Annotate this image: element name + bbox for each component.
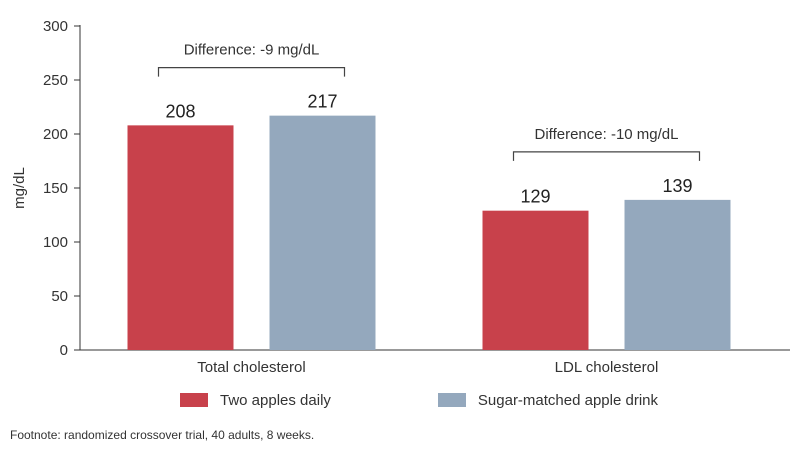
footnote: Footnote: randomized crossover trial, 40… [10, 428, 315, 442]
legend-label-two-apples: Two apples daily [220, 391, 331, 409]
y-tick-label-300: 300 [43, 18, 68, 35]
bar-value-label-1-1: 139 [662, 176, 692, 196]
bar-value-label-1-0: 129 [520, 187, 550, 207]
bar-value-label-0-1: 217 [307, 92, 337, 112]
bar-1-1 [624, 199, 731, 350]
bar-0-1 [269, 115, 376, 350]
y-tick-label-100: 100 [43, 234, 68, 251]
legend-item-apple-drink: Sugar-matched apple drink [437, 391, 659, 409]
legend: Two apples daily Sugar-matched apple dri… [180, 390, 765, 410]
y-tick-label-150: 150 [43, 180, 68, 197]
difference-annotation-0: Difference: -9 mg/dL [184, 42, 320, 59]
y-tick-label-0: 0 [60, 342, 68, 359]
difference-bracket-0 [157, 67, 346, 77]
bar-value-label-0-0: 208 [165, 101, 195, 121]
x-category-label-0: Total cholesterol [197, 359, 305, 376]
x-category-label-1: LDL cholesterol [555, 359, 659, 376]
difference-bracket-1 [512, 151, 701, 161]
legend-swatch-apple-drink [437, 393, 466, 407]
y-axis-label: mg/dL [11, 167, 28, 209]
legend-swatch-two-apples [180, 393, 208, 407]
bar-0-0 [127, 125, 234, 350]
difference-annotation-1: Difference: -10 mg/dL [535, 126, 679, 143]
y-tick-label-50: 50 [51, 288, 68, 305]
legend-item-two-apples: Two apples daily [180, 392, 331, 409]
bar-1-0 [482, 210, 589, 350]
legend-label-apple-drink: Sugar-matched apple drink [477, 391, 659, 409]
y-tick-label-200: 200 [43, 126, 68, 143]
y-tick-label-250: 250 [43, 72, 68, 89]
